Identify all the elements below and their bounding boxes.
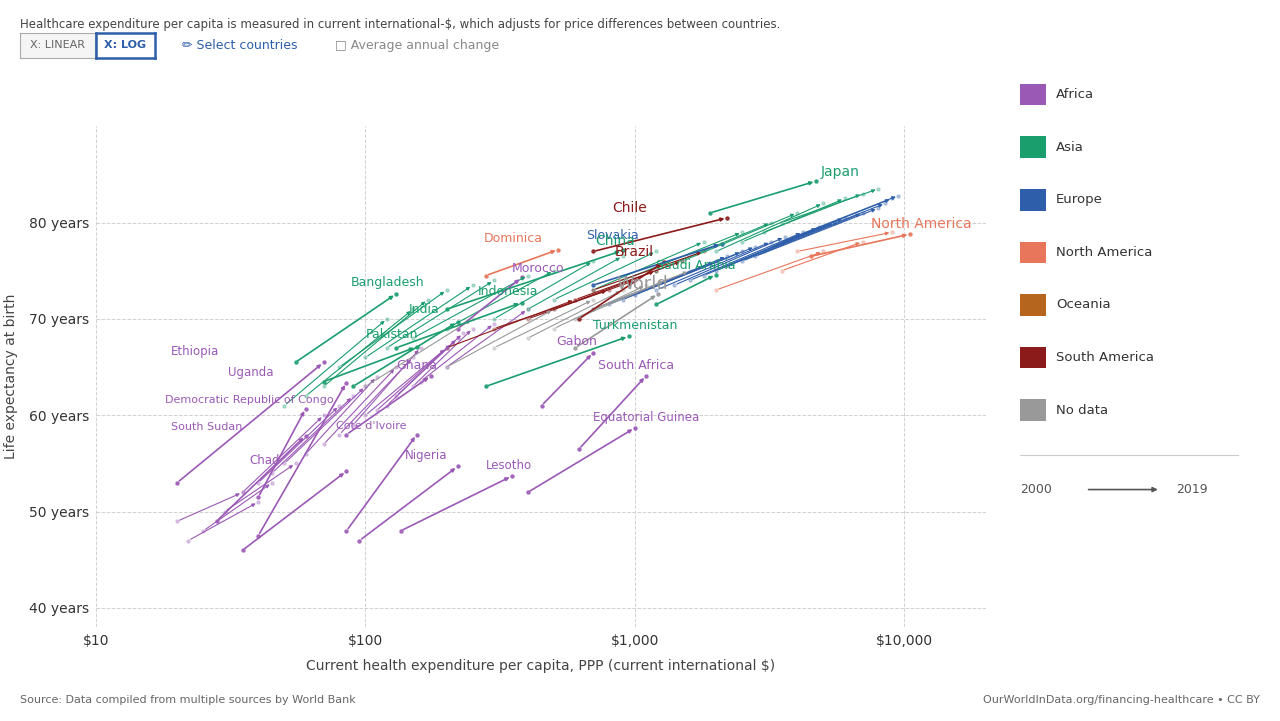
Text: 2019: 2019 [1176, 483, 1208, 496]
Text: ✏ Select countries: ✏ Select countries [182, 39, 297, 52]
Text: North America: North America [870, 217, 972, 231]
Text: Bangladesh: Bangladesh [351, 276, 424, 289]
Y-axis label: Life expectancy at birth: Life expectancy at birth [4, 294, 18, 459]
Text: Morocco: Morocco [512, 262, 564, 275]
Text: Saudi Arabia: Saudi Arabia [657, 259, 736, 272]
Text: Asia: Asia [1056, 141, 1084, 154]
Text: 2000: 2000 [1020, 483, 1052, 496]
Text: Slovakia: Slovakia [586, 229, 639, 242]
Text: Pakistan: Pakistan [366, 328, 419, 341]
Text: North America: North America [1056, 246, 1152, 259]
Text: Indonesia: Indonesia [477, 285, 538, 298]
Text: India: India [410, 303, 440, 316]
Text: Lesotho: Lesotho [486, 459, 532, 472]
Text: South Africa: South Africa [598, 359, 675, 372]
Text: South America: South America [1056, 351, 1155, 364]
Text: Democratic Republic of Congo: Democratic Republic of Congo [165, 394, 333, 404]
Text: OurWorldInData.org/financing-healthcare • CC BY: OurWorldInData.org/financing-healthcare … [983, 695, 1260, 705]
Text: Healthcare expenditure per capita is measured in current international-$, which : Healthcare expenditure per capita is mea… [20, 18, 781, 31]
Text: Uganda: Uganda [228, 366, 274, 379]
Text: Ghana: Ghana [397, 359, 438, 372]
Text: Nigeria: Nigeria [404, 449, 448, 462]
Text: Brazil: Brazil [614, 245, 654, 259]
Text: World: World [616, 275, 668, 293]
Text: South Sudan: South Sudan [172, 422, 242, 432]
X-axis label: Current health expenditure per capita, PPP (current international $): Current health expenditure per capita, P… [306, 659, 776, 673]
Text: Ethiopia: Ethiopia [172, 345, 219, 358]
Text: Gabon: Gabon [557, 335, 596, 348]
Text: Japan: Japan [820, 165, 860, 180]
Text: Africa: Africa [1056, 88, 1094, 101]
Text: Chad: Chad [250, 454, 279, 467]
Text: Turkmenistan: Turkmenistan [593, 319, 677, 332]
Text: □ Average annual change: □ Average annual change [335, 39, 499, 52]
Text: Oceania: Oceania [1056, 298, 1111, 311]
Text: Dominica: Dominica [484, 231, 543, 244]
Text: Europe: Europe [1056, 193, 1103, 206]
Text: No data: No data [1056, 404, 1108, 417]
Text: Equatorial Guinea: Equatorial Guinea [593, 411, 699, 424]
Text: Chile: Chile [612, 201, 646, 215]
Text: X: LINEAR: X: LINEAR [31, 40, 84, 50]
Text: China: China [595, 234, 635, 247]
Text: Source: Data compiled from multiple sources by World Bank: Source: Data compiled from multiple sour… [20, 695, 356, 705]
Text: Cote d'Ivoire: Cote d'Ivoire [337, 420, 407, 430]
Text: X: LOG: X: LOG [105, 40, 146, 50]
